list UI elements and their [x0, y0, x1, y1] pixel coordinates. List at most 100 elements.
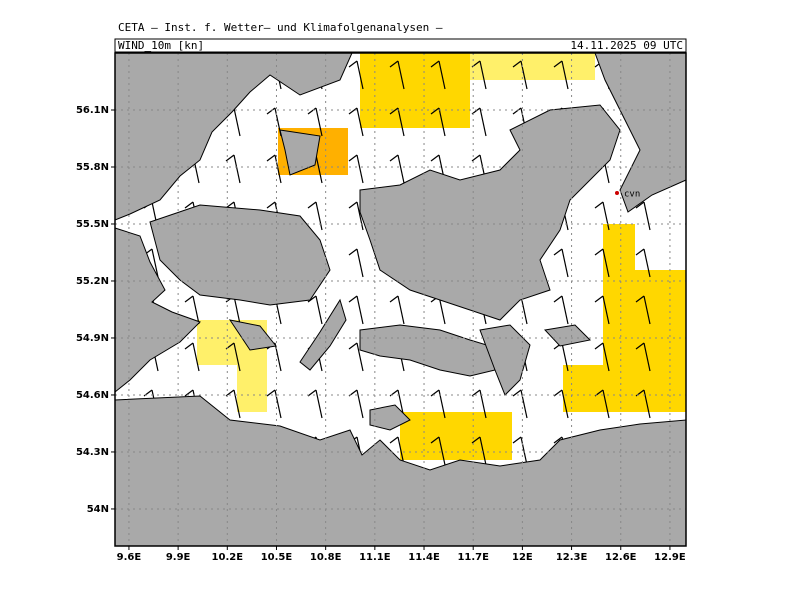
barb-flag: [635, 295, 645, 303]
barb-flag: [553, 295, 563, 303]
grid: 9.6E 9.9E 10.2E 10.5E 10.8E 11.1E 11.4E 11.7E 12…: [76, 53, 686, 563]
barb-staff: [356, 248, 364, 278]
lon-tick-label: 12.9E: [654, 552, 686, 563]
station-label: cvn: [624, 190, 640, 200]
barb-staff: [315, 107, 323, 137]
lon-tick-label: 9.6E: [117, 552, 142, 563]
barb-staff: [233, 107, 241, 137]
barb-staff: [356, 295, 364, 325]
barb-staff: [438, 436, 446, 466]
lon-tick-label: 12.6E: [605, 552, 637, 563]
barb-staff: [438, 60, 446, 90]
lon-tick-label: 12.3E: [556, 552, 588, 563]
barb-staff: [561, 342, 569, 372]
barb-flag: [430, 389, 440, 397]
barb-flag: [512, 107, 522, 115]
barb-staff: [561, 389, 569, 419]
barb-staff: [192, 342, 200, 372]
barb-flag: [266, 201, 276, 209]
barb-staff: [274, 154, 282, 184]
barb-flag: [553, 248, 563, 256]
barb-staff: [192, 295, 200, 325]
barb-flag: [307, 107, 317, 115]
lon-tick-label: 9.9E: [166, 552, 191, 563]
barb-flag: [430, 436, 440, 444]
barb-flag: [594, 201, 604, 209]
barb-flag: [635, 342, 645, 350]
barb-staff: [274, 389, 282, 419]
barb-staff: [561, 248, 569, 278]
barb-flag: [430, 60, 440, 68]
barb-staff: [315, 154, 323, 184]
barb-staff: [233, 154, 241, 184]
barb-flag: [389, 436, 399, 444]
barb-staff: [233, 342, 241, 372]
barb-flag: [348, 248, 358, 256]
time-label: 14.11.2025 09 UTC: [570, 39, 683, 52]
barb-flag: [307, 389, 317, 397]
barb-staff: [643, 342, 651, 372]
barb-staff: [315, 295, 323, 325]
barb-staff: [479, 60, 487, 90]
barb-flag: [389, 295, 399, 303]
barb-staff: [643, 248, 651, 278]
barb-staff: [397, 436, 405, 466]
barb-staff: [643, 295, 651, 325]
barb-flag: [389, 154, 399, 162]
barb-flag: [348, 107, 358, 115]
barb-staff: [479, 436, 487, 466]
barb-flag: [348, 295, 358, 303]
field-label: WIND_10m [kn]: [118, 39, 204, 52]
barb-flag: [635, 201, 645, 209]
header-box: [114, 38, 687, 53]
barb-flag: [266, 154, 276, 162]
barb-staff: [356, 107, 364, 137]
barb-flag: [348, 342, 358, 350]
barb-staff: [602, 295, 610, 325]
barb-staff: [356, 389, 364, 419]
barb-flag: [553, 389, 563, 397]
lon-tick-label: 11.1E: [359, 552, 391, 563]
barb-staff: [561, 60, 569, 90]
barb-flag: [471, 154, 481, 162]
barb-flag: [184, 342, 194, 350]
barb-flag: [512, 436, 522, 444]
barb-flag: [184, 389, 194, 397]
lat-tick-label: 56.1N: [76, 105, 109, 116]
barb-flag: [184, 201, 194, 209]
barb-staff: [356, 342, 364, 372]
barb-flag: [348, 201, 358, 209]
barb-staff: [643, 201, 651, 231]
barb-flag: [225, 154, 235, 162]
lon-tick-label: 10.2E: [212, 552, 244, 563]
barb-staff: [397, 154, 405, 184]
barb-flag: [430, 107, 440, 115]
barb-staff: [520, 436, 528, 466]
lon-tick-label: 11.7E: [457, 552, 489, 563]
barb-staff: [274, 342, 282, 372]
barb-flag: [553, 436, 563, 444]
barb-flag: [553, 60, 563, 68]
barb-flag: [348, 154, 358, 162]
barb-staff: [561, 295, 569, 325]
barb-flag: [512, 60, 522, 68]
lon-tick-label: 10.8E: [310, 552, 342, 563]
barb-staff: [602, 342, 610, 372]
barb-staff: [397, 295, 405, 325]
lon-tick-label: 10.5E: [261, 552, 293, 563]
lat-tick-label: 55.8N: [76, 162, 109, 173]
barb-staff: [233, 295, 241, 325]
lon-tick-label: 12E: [512, 552, 533, 563]
map-frame: [114, 52, 687, 547]
barb-flag: [471, 436, 481, 444]
land: [114, 52, 687, 547]
barb-flag: [430, 154, 440, 162]
barb-staff: [151, 248, 159, 278]
barb-staff: [397, 60, 405, 90]
title: CETA – Inst. f. Wetter– und Klimafolgena…: [118, 21, 443, 34]
barb-flag: [348, 60, 358, 68]
barb-flag: [184, 295, 194, 303]
barb-staff: [315, 201, 323, 231]
barb-flag: [389, 60, 399, 68]
